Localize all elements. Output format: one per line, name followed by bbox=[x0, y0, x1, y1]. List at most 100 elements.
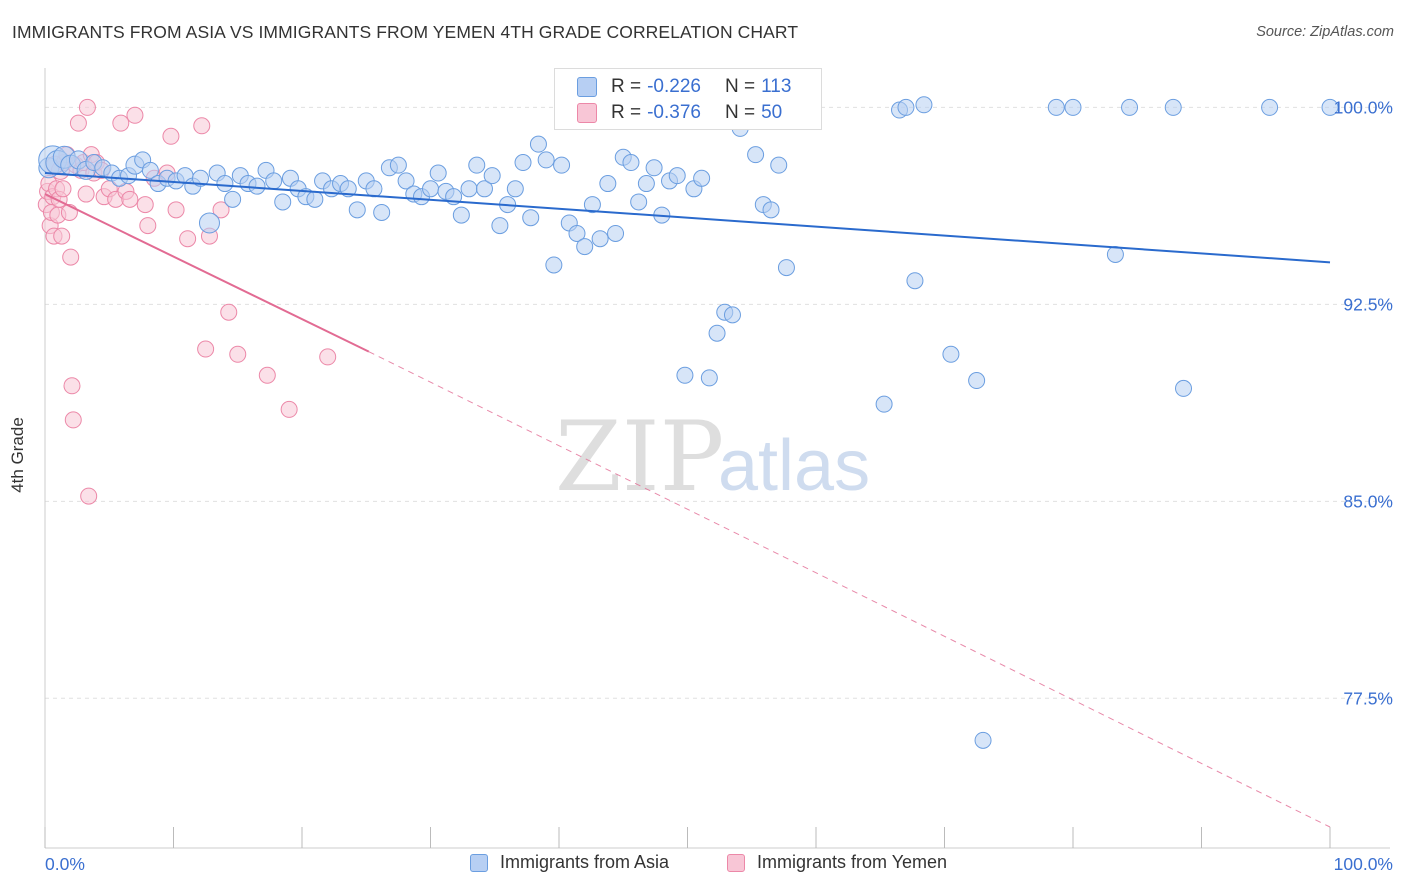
asia-point-107 bbox=[1106, 245, 1124, 263]
asia-point-104 bbox=[974, 731, 992, 749]
yemen-point-52 bbox=[280, 400, 298, 418]
legend-yemen-swatch bbox=[727, 853, 745, 872]
watermark: ZIP atlas bbox=[555, 401, 870, 513]
stats-box: R = -0.226 N = 113 R = -0.376 N = 50 bbox=[554, 68, 822, 130]
asia-point-67 bbox=[568, 224, 586, 242]
asia-point-49 bbox=[429, 164, 447, 182]
asia-point-52 bbox=[452, 206, 470, 224]
yemen-r-label: R = bbox=[611, 102, 642, 123]
asia-point-63 bbox=[537, 151, 555, 169]
stats-row-asia: R = -0.226 N = 113 bbox=[577, 75, 791, 99]
asia-n-label: N = bbox=[724, 76, 756, 97]
legend-yemen[interactable]: Immigrants from Yemen bbox=[727, 852, 947, 873]
asia-r-label: R = bbox=[611, 76, 642, 97]
asia-point-76 bbox=[637, 175, 655, 193]
legend-asia[interactable]: Immigrants from Asia bbox=[470, 852, 669, 873]
yemen-point-37 bbox=[126, 106, 144, 124]
yemen-point-44 bbox=[179, 230, 197, 248]
x-tick-label-1: 100.0% bbox=[1334, 854, 1393, 874]
x-tick-labels: 0.0% 100.0% bbox=[45, 854, 1393, 874]
asia-point-23 bbox=[216, 175, 234, 193]
y-tick-label-1: 85.0% bbox=[1343, 491, 1393, 511]
asia-point-61 bbox=[522, 209, 540, 227]
trend-lines bbox=[44, 172, 1331, 828]
asia-point-20 bbox=[191, 169, 209, 187]
yemen-point-12 bbox=[53, 227, 71, 245]
yemen-point-39 bbox=[139, 217, 157, 235]
asia-point-42 bbox=[373, 203, 391, 221]
grid-lines bbox=[45, 106, 1390, 699]
asia-point-21 bbox=[198, 212, 220, 234]
yemen-point-42 bbox=[162, 127, 180, 145]
chart-title: IMMIGRANTS FROM ASIA VS IMMIGRANTS FROM … bbox=[12, 22, 799, 42]
asia-point-103 bbox=[968, 372, 986, 390]
asia-point-55 bbox=[475, 180, 493, 198]
asia-point-27 bbox=[248, 177, 266, 195]
yemen-point-25 bbox=[78, 98, 96, 116]
asia-point-34 bbox=[306, 190, 324, 208]
legend-asia-swatch bbox=[470, 853, 488, 872]
asia-point-108 bbox=[1121, 98, 1139, 116]
asia-points bbox=[38, 85, 1339, 749]
asia-point-100 bbox=[906, 272, 924, 290]
source-label: Source: ZipAtlas.com bbox=[1256, 24, 1394, 40]
asia-r-value: -0.226 bbox=[647, 76, 701, 97]
yemen-point-49 bbox=[220, 303, 238, 321]
yemen-point-38 bbox=[136, 196, 154, 214]
asia-point-48 bbox=[422, 180, 439, 198]
watermark-atlas: atlas bbox=[718, 426, 870, 506]
asia-trend-line bbox=[44, 172, 1331, 264]
yemen-point-18 bbox=[63, 377, 81, 395]
asia-point-56 bbox=[483, 167, 501, 185]
yemen-point-51 bbox=[258, 366, 276, 384]
asia-point-60 bbox=[514, 154, 532, 172]
asia-point-74 bbox=[622, 154, 640, 172]
asia-point-85 bbox=[708, 324, 726, 342]
yemen-point-13 bbox=[54, 180, 72, 198]
asia-point-87 bbox=[723, 306, 741, 324]
y-tick-label-2: 92.5% bbox=[1343, 294, 1393, 314]
asia-n-value: 113 bbox=[761, 76, 792, 97]
x-tick-label-0: 0.0% bbox=[45, 854, 85, 874]
asia-point-94 bbox=[777, 259, 795, 277]
asia-point-41 bbox=[365, 180, 383, 198]
asia-point-38 bbox=[339, 180, 357, 198]
yemen-point-45 bbox=[193, 117, 211, 135]
yemen-point-21 bbox=[69, 114, 87, 132]
asia-point-68 bbox=[576, 238, 594, 256]
yemen-trend-line bbox=[44, 193, 370, 353]
asia-point-24 bbox=[224, 190, 242, 208]
asia-point-30 bbox=[274, 193, 292, 211]
y-tick-label-0: 77.5% bbox=[1343, 688, 1393, 708]
asia-point-111 bbox=[1175, 379, 1193, 397]
asia-point-83 bbox=[693, 169, 711, 187]
asia-point-97 bbox=[875, 395, 893, 413]
y-tick-label-3: 100.0% bbox=[1334, 97, 1393, 117]
asia-point-29 bbox=[265, 172, 283, 190]
asia-point-99 bbox=[897, 98, 915, 116]
yemen-n-value: 50 bbox=[761, 102, 783, 123]
yemen-point-26 bbox=[80, 487, 98, 505]
asia-point-62 bbox=[529, 135, 547, 153]
yemen-point-43 bbox=[167, 201, 185, 219]
y-tick-labels: 77.5% 85.0% 92.5% 100.0% bbox=[1334, 97, 1393, 708]
asia-point-90 bbox=[747, 146, 765, 164]
yemen-point-53 bbox=[319, 348, 337, 366]
asia-point-110 bbox=[1261, 98, 1279, 116]
asia-point-54 bbox=[468, 156, 486, 174]
asia-point-112 bbox=[1321, 98, 1339, 116]
asia-point-77 bbox=[645, 159, 663, 177]
asia-point-106 bbox=[1064, 98, 1082, 116]
legend-asia-label: Immigrants from Asia bbox=[500, 852, 670, 872]
asia-point-93 bbox=[770, 156, 788, 174]
asia-point-57 bbox=[491, 217, 509, 235]
asia-point-14 bbox=[141, 161, 159, 179]
asia-point-44 bbox=[389, 156, 407, 174]
yemen-point-36 bbox=[121, 190, 139, 208]
yemen-point-48 bbox=[212, 201, 230, 219]
yemen-point-34 bbox=[112, 114, 130, 132]
asia-point-59 bbox=[506, 180, 524, 198]
yemen-point-19 bbox=[64, 411, 82, 429]
asia-point-39 bbox=[348, 201, 366, 219]
